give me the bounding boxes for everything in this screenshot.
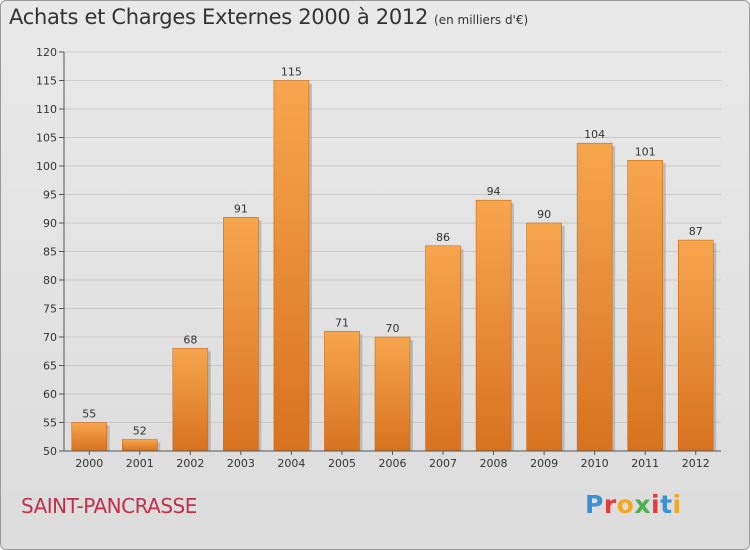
y-tick-label: 100 [36, 160, 57, 173]
y-axis: 50 55 60 65 70 75 80 85 90 95 100 105 110 115 120 [36, 46, 65, 458]
x-tick-label: 2011 [631, 457, 659, 470]
logo-letter: o [616, 490, 635, 519]
logo-letter: x [634, 490, 651, 519]
bar-2012 [677, 239, 714, 452]
bar-2005 [324, 330, 360, 452]
value-label: 70 [386, 322, 400, 335]
x-tick-label: 2002 [176, 457, 204, 470]
value-label: 55 [82, 408, 96, 421]
value-label: 91 [234, 202, 248, 215]
y-tick-label: 90 [43, 217, 57, 230]
bar-2002 [172, 348, 209, 452]
value-label: 115 [281, 66, 302, 79]
logo-letter: i [651, 490, 661, 519]
value-label: 90 [537, 208, 551, 221]
x-axis: 2000 2001 2002 2003 2004 2005 2006 2007 2008 2009… [64, 450, 721, 470]
value-label: 94 [487, 185, 501, 198]
bar-2003 [223, 217, 259, 452]
proxiti-logo: Proxiti [585, 490, 682, 519]
x-tick-label: 2004 [277, 457, 305, 470]
bars [71, 80, 717, 452]
value-label: 86 [436, 231, 450, 244]
y-tick-label: 105 [36, 132, 57, 145]
x-tick-label: 2007 [429, 457, 457, 470]
y-tick-label: 115 [36, 75, 57, 88]
x-tick-label: 2009 [530, 457, 558, 470]
value-label: 104 [584, 128, 605, 141]
bar-2000 [71, 422, 108, 452]
y-tick-label: 120 [36, 46, 57, 59]
bar-2004 [273, 80, 310, 452]
logo-letter: i [672, 490, 682, 519]
y-tick-label: 60 [43, 388, 57, 401]
bar-2001 [122, 439, 158, 452]
y-tick-label: 80 [43, 274, 57, 287]
bar-2010 [576, 142, 613, 452]
bar-2008 [475, 199, 512, 452]
bar-2009 [526, 222, 562, 452]
y-tick-label: 65 [43, 360, 57, 373]
value-labels: 55 52 68 91 115 71 70 86 94 90 104 101 87 [82, 66, 702, 438]
value-label: 52 [133, 425, 147, 438]
y-tick-label: 95 [43, 189, 57, 202]
chart-unit-label: (en milliers d'€) [434, 13, 529, 27]
chart-title: Achats et Charges Externes 2000 à 2012 (e… [9, 5, 528, 29]
city-name: SAINT-PANCRASSE [21, 494, 197, 518]
bar-2007 [425, 245, 461, 452]
value-label: 71 [335, 316, 349, 329]
x-tick-label: 2000 [75, 457, 103, 470]
y-tick-label: 55 [43, 417, 57, 430]
x-tick-label: 2012 [682, 457, 710, 470]
y-tick-label: 75 [43, 303, 57, 316]
logo-letter: t [660, 490, 673, 519]
x-tick-label: 2005 [328, 457, 356, 470]
x-tick-label: 2006 [379, 457, 407, 470]
logo-letter: P [585, 490, 604, 519]
x-tick-label: 2010 [581, 457, 609, 470]
y-tick-label: 85 [43, 246, 57, 259]
chart-title-text: Achats et Charges Externes 2000 à 2012 [9, 5, 429, 29]
x-tick-label: 2008 [480, 457, 508, 470]
y-tick-label: 110 [36, 103, 57, 116]
y-tick-label: 70 [43, 331, 57, 344]
y-tick-label: 50 [43, 445, 57, 458]
value-label: 68 [183, 333, 197, 346]
x-tick-label: 2003 [227, 457, 255, 470]
value-label: 101 [635, 145, 656, 158]
value-label: 87 [689, 225, 703, 238]
bar-2011 [627, 160, 663, 452]
logo-letter: r [603, 490, 617, 519]
bar-2006 [374, 336, 411, 452]
x-tick-label: 2001 [126, 457, 154, 470]
